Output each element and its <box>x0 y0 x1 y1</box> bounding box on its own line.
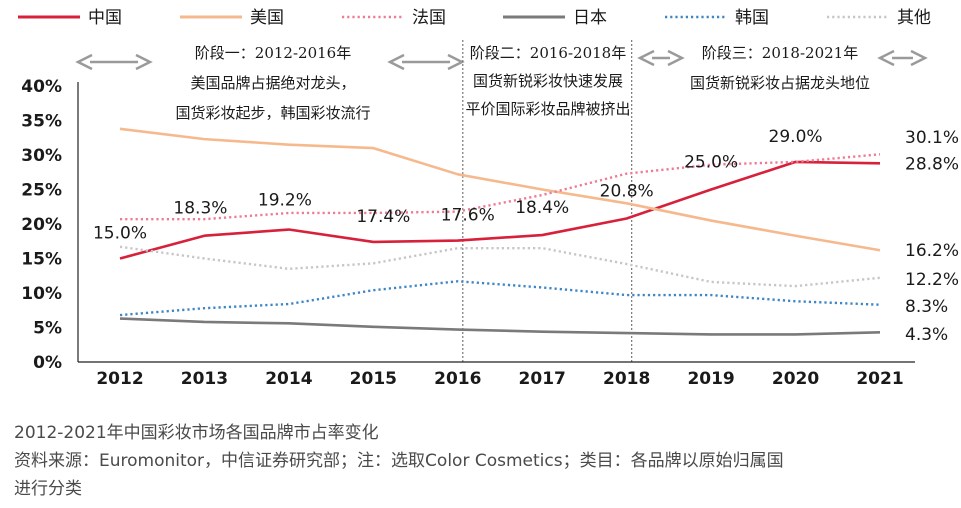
x-tick-label: 2019 <box>687 369 734 389</box>
legend-label: 中国 <box>88 8 122 28</box>
chart-caption-source-cont: 进行分类 <box>14 479 82 499</box>
phase-arrow-head <box>75 53 93 71</box>
x-tick-label: 2021 <box>856 369 903 389</box>
data-label: 18.3% <box>173 199 227 219</box>
data-label: 16.2% <box>905 241 959 261</box>
series-lines <box>119 127 881 336</box>
data-label: 17.4% <box>356 207 410 227</box>
x-tick-label: 2020 <box>772 369 819 389</box>
series-line <box>119 245 881 288</box>
data-label: 29.0% <box>769 127 823 147</box>
phase-arrows <box>75 49 928 71</box>
chart-caption-title: 2012-2021年中国彩妆市场各国品牌市占率变化 <box>14 423 379 443</box>
x-tick-label: 2018 <box>603 369 650 389</box>
legend-label: 其他 <box>897 8 931 28</box>
x-tick-label: 2013 <box>181 369 228 389</box>
phase-annotation-text: 阶段一：2012-2016年 <box>195 44 351 62</box>
series-line <box>119 280 881 317</box>
data-labels: 15.0% 18.3% 19.2% 17.4% 17.6% 18.4% 20.8% 25.0%… <box>93 127 959 345</box>
phase-arrow-head <box>637 49 655 67</box>
legend-label: 法国 <box>412 8 446 28</box>
phase-arrow-head <box>447 53 465 71</box>
legend-label: 日本 <box>573 8 607 28</box>
chart-caption-source: 资料来源：Euromonitor，中信证券研究部；注：选取Color Cosme… <box>14 451 784 471</box>
phase-arrow-head <box>910 49 928 67</box>
y-tick-label: 20% <box>21 215 62 235</box>
phase-annotation-text: 国货新锐彩妆快速发展 <box>473 72 623 90</box>
phase-arrow-head <box>877 49 895 67</box>
data-label: 30.1% <box>905 128 959 148</box>
phase-arrow-head <box>667 49 685 67</box>
phase-arrow-head <box>387 53 405 71</box>
series-line <box>119 127 881 252</box>
phase-annotation-text: 美国品牌占据绝对龙头， <box>190 74 355 92</box>
y-tick-label: 25% <box>21 181 62 201</box>
legend-label: 美国 <box>250 8 284 28</box>
y-tick-label: 5% <box>33 319 62 339</box>
y-tick-label: 10% <box>21 284 62 304</box>
phase-annotation-text: 阶段二：2016-2018年 <box>470 44 626 62</box>
x-tick-label: 2012 <box>96 369 143 389</box>
y-tick-label: 35% <box>21 112 62 132</box>
y-tick-label: 0% <box>33 353 62 373</box>
series-line <box>120 153 881 221</box>
x-tick-label: 2016 <box>434 369 481 389</box>
data-label: 12.2% <box>905 270 959 290</box>
data-label: 8.3% <box>905 297 948 317</box>
data-label: 28.8% <box>905 154 959 174</box>
x-tick-label: 2015 <box>350 369 397 389</box>
y-tick-label: 15% <box>21 250 62 270</box>
axes: 0% 5% 10% 15% 20% 25% 30% 35% 40% 2012 2013 2014 201… <box>21 77 915 389</box>
phase-annotation-text: 阶段三：2018-2021年 <box>702 44 858 62</box>
series-line <box>119 160 881 260</box>
data-label: 25.0% <box>684 153 738 173</box>
phase-annotation-text: 国货彩妆起步，韩国彩妆流行 <box>175 104 370 122</box>
data-label: 20.8% <box>600 181 654 201</box>
phase-annotation-text: 平价国际彩妆品牌被挤出 <box>465 100 630 118</box>
phase-dividers <box>462 40 633 362</box>
data-label: 18.4% <box>515 198 569 218</box>
x-tick-label: 2014 <box>265 369 312 389</box>
phase-arrow-head <box>135 53 153 71</box>
y-tick-label: 30% <box>21 146 62 166</box>
legend-label: 韩国 <box>735 8 769 28</box>
data-label: 4.3% <box>905 325 948 345</box>
data-label: 17.6% <box>441 206 495 226</box>
x-tick-label: 2017 <box>519 369 566 389</box>
y-tick-label: 40% <box>21 77 62 97</box>
data-label: 15.0% <box>93 224 147 244</box>
phase-annotation-text: 国货新锐彩妆占据龙头地位 <box>690 74 870 92</box>
data-label: 19.2% <box>258 191 312 211</box>
legend: 中国 美国 法国 日本 韩国 其他 <box>18 8 931 28</box>
series-line <box>119 317 881 336</box>
